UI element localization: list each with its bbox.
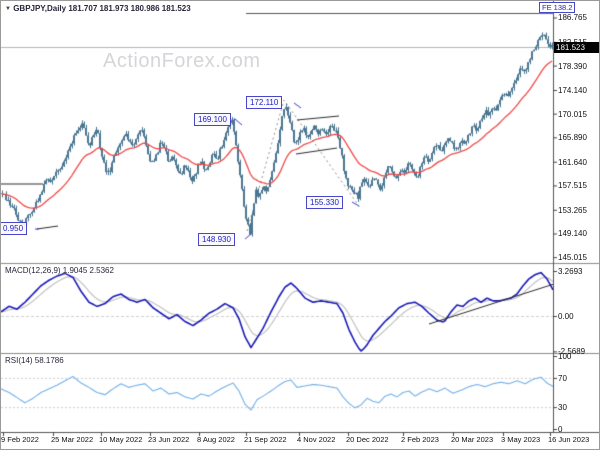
price-axis-tick: 149.140 bbox=[558, 229, 587, 239]
price-axis-tick: 170.015 bbox=[558, 109, 587, 119]
price-mark[interactable]: 172.110 bbox=[246, 96, 283, 109]
date-label: 25 Mar 2022 bbox=[51, 435, 94, 444]
rsi-axis-tick: 70 bbox=[558, 373, 567, 383]
price-mark[interactable]: 148.930 bbox=[198, 233, 235, 246]
rsi-axis-tick: 0 bbox=[558, 425, 563, 434]
date-label: 10 May 2022 bbox=[99, 435, 143, 444]
date-label: 21 Sep 2022 bbox=[244, 435, 287, 444]
date-label: 16 Jun 2023 bbox=[548, 435, 590, 444]
price-axis-tick: 165.890 bbox=[558, 133, 587, 143]
date-label: 20 Dec 2022 bbox=[346, 435, 389, 444]
date-label: 4 Nov 2022 bbox=[297, 435, 336, 444]
date-label: 8 Aug 2022 bbox=[197, 435, 235, 444]
macd-axis-tick: 0.00 bbox=[558, 312, 574, 321]
symbol-timeframe: GBPJPY,Daily bbox=[13, 4, 67, 13]
chart-title: ▼ GBPJPY,Daily 181.707 181.973 180.986 1… bbox=[5, 4, 191, 14]
price-axis-tick: 153.265 bbox=[558, 205, 587, 215]
macd-axis-tick: -2.5689 bbox=[558, 347, 586, 357]
date-label: 23 Jun 2022 bbox=[148, 435, 190, 444]
price-axis-tick: 157.515 bbox=[558, 181, 587, 191]
macd-axis-tick: 3.2693 bbox=[558, 267, 583, 276]
date-label: 3 May 2023 bbox=[501, 435, 541, 444]
expander-icon[interactable]: ▼ bbox=[5, 6, 11, 12]
price-mark[interactable]: 155.330 bbox=[306, 196, 343, 209]
rsi-axis-tick: 100 bbox=[558, 352, 572, 361]
fib-extension-label[interactable]: FE 138.2 bbox=[539, 2, 576, 13]
price-axis-tick: 186.765 bbox=[558, 13, 587, 23]
macd-panel-label: MACD(12,26,9) 1.9045 2.5362 bbox=[5, 266, 114, 275]
price-axis-tick: 178.390 bbox=[558, 61, 587, 71]
watermark: ActionForex.com bbox=[103, 50, 261, 72]
price-axis-tick: 161.640 bbox=[558, 157, 587, 167]
date-label: 20 Mar 2023 bbox=[451, 435, 494, 444]
date-label: 9 Feb 2022 bbox=[1, 435, 39, 444]
price-axis-tick: 174.140 bbox=[558, 85, 587, 95]
ohlc-values: 181.707 181.973 180.986 181.523 bbox=[68, 4, 191, 13]
rsi-axis-tick: 30 bbox=[558, 403, 567, 413]
price-axis-tick: 182.515 bbox=[558, 37, 587, 47]
date-label: 2 Feb 2023 bbox=[401, 435, 439, 444]
price-axis-tick: 145.015 bbox=[558, 253, 587, 263]
price-mark[interactable]: 0.950 bbox=[1, 222, 28, 235]
current-price-tag: 181.523 bbox=[554, 42, 599, 53]
price-mark[interactable]: 169.100 bbox=[194, 113, 231, 126]
rsi-panel-label: RSI(14) 58.1786 bbox=[5, 356, 64, 365]
